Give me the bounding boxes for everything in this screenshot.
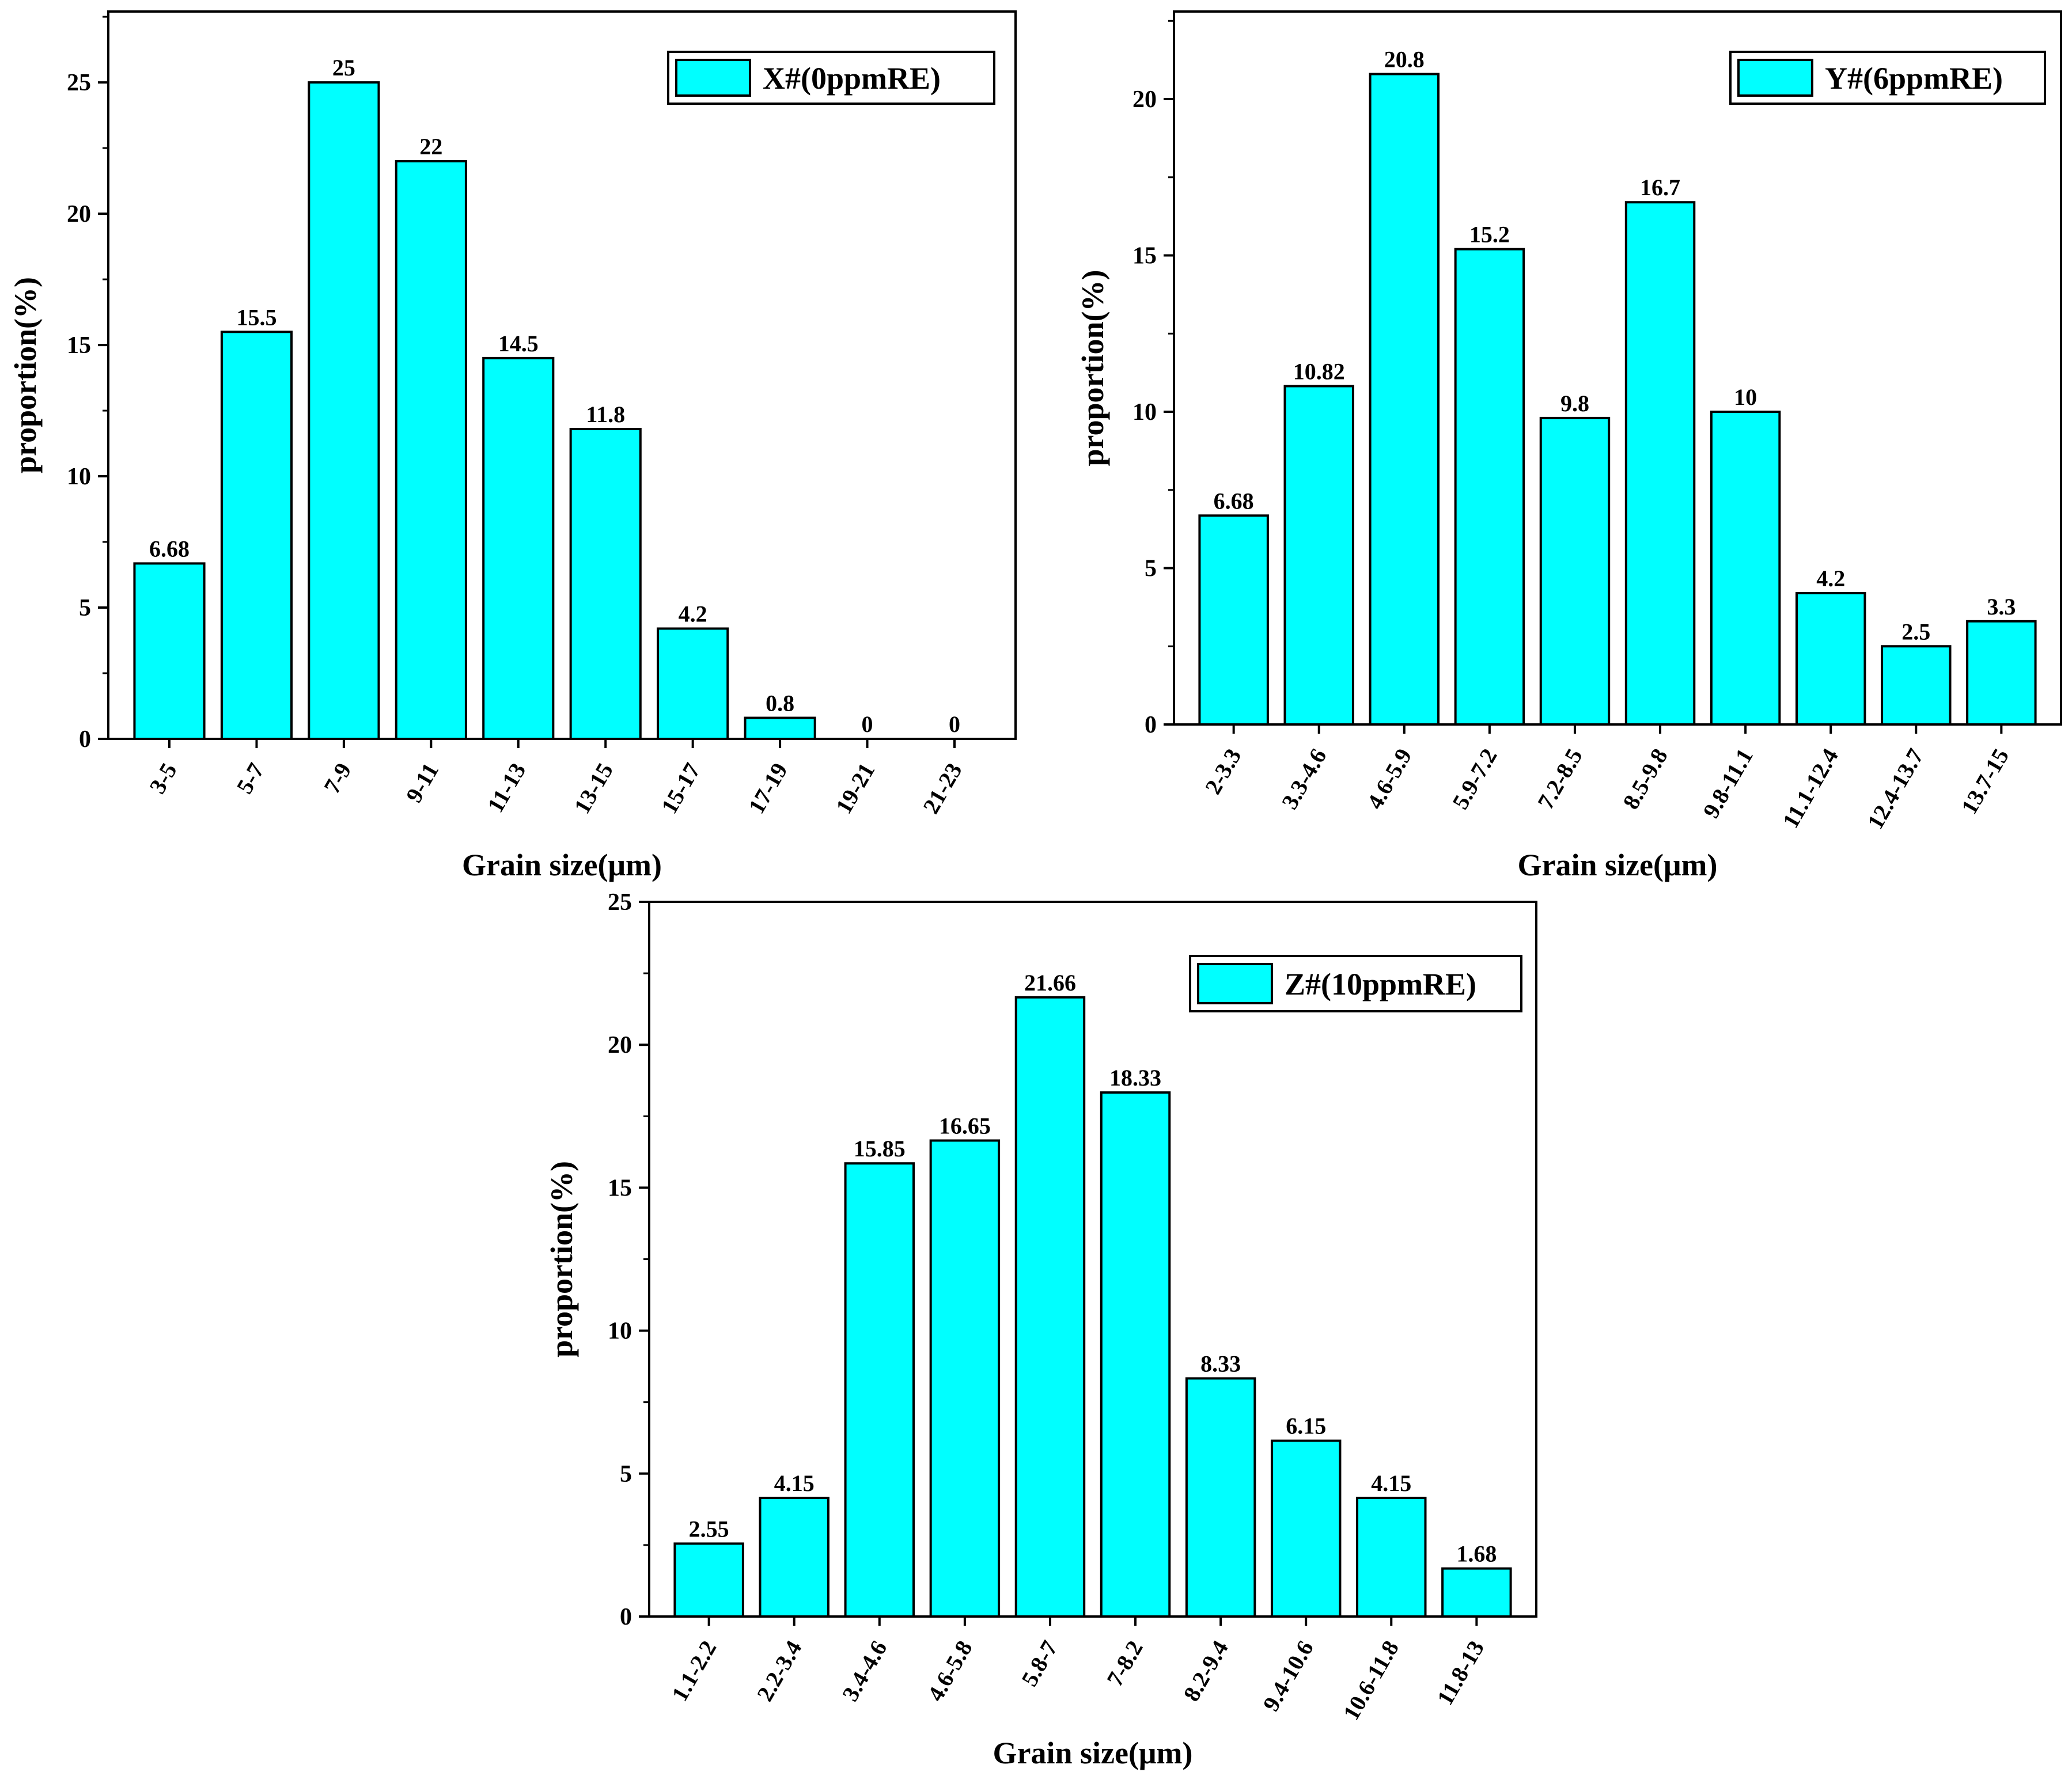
bar-value-label: 15.5 bbox=[236, 304, 276, 330]
bar-value-label: 18.33 bbox=[1109, 1065, 1161, 1091]
bar bbox=[395, 160, 467, 740]
bar-value-label: 1.68 bbox=[1456, 1541, 1497, 1567]
y-axis-title: proportion(%) bbox=[1075, 270, 1110, 466]
plot-frame bbox=[107, 10, 1017, 740]
bar bbox=[1356, 1496, 1427, 1618]
bar bbox=[308, 81, 380, 741]
bar-value-label: 10 bbox=[1734, 384, 1757, 410]
y-tick-label: 25 bbox=[67, 70, 91, 96]
y-tick-label: 20 bbox=[67, 201, 91, 227]
plot-frame bbox=[1173, 10, 2062, 726]
bar bbox=[1441, 1567, 1512, 1618]
x-axis-title: Grain size(μm) bbox=[1517, 848, 1717, 882]
bar-value-label: 21.66 bbox=[1024, 970, 1076, 996]
bar-value-label: 14.5 bbox=[498, 331, 539, 356]
bar-value-label: 0 bbox=[949, 711, 960, 737]
bar bbox=[657, 627, 729, 740]
y-tick-label: 20 bbox=[1132, 86, 1157, 113]
bar-value-label: 9.8 bbox=[1560, 390, 1589, 416]
bar-value-label: 25 bbox=[332, 55, 355, 81]
bar bbox=[759, 1496, 829, 1618]
bar-value-label: 2.5 bbox=[1901, 619, 1930, 644]
bar-value-label: 16.7 bbox=[1640, 174, 1680, 200]
y-tick-label: 10 bbox=[608, 1318, 632, 1345]
bar bbox=[220, 331, 293, 740]
bar bbox=[929, 1139, 1001, 1618]
bar bbox=[1624, 201, 1696, 726]
panel-z-chart: 05101520252.551.1-2.24.152.2-3.415.853.4… bbox=[544, 889, 1537, 1770]
x-axis-title: Grain size(μm) bbox=[462, 848, 662, 882]
bar-value-label: 6.68 bbox=[149, 536, 190, 561]
y-tick-label: 15 bbox=[67, 332, 91, 359]
y-tick-label: 20 bbox=[608, 1032, 632, 1058]
bar bbox=[1014, 996, 1086, 1618]
bar bbox=[1100, 1091, 1171, 1618]
bar-value-label: 4.15 bbox=[1371, 1470, 1411, 1496]
legend-swatch bbox=[675, 59, 751, 97]
y-tick-label: 15 bbox=[1132, 243, 1157, 270]
y-axis-title: proportion(%) bbox=[8, 277, 43, 473]
bar-value-label: 15.2 bbox=[1469, 222, 1510, 248]
y-tick-label: 25 bbox=[608, 889, 632, 916]
bar bbox=[844, 1162, 915, 1618]
bar-value-label: 0 bbox=[862, 711, 873, 737]
bar-value-label: 10.82 bbox=[1293, 358, 1345, 384]
y-tick-label: 0 bbox=[1145, 712, 1157, 738]
bar bbox=[673, 1542, 744, 1618]
y-tick-label: 0 bbox=[620, 1604, 632, 1630]
bar bbox=[1198, 514, 1269, 726]
legend-label: X#(0ppmRE) bbox=[763, 61, 941, 96]
y-axis-title: proportion(%) bbox=[544, 1161, 579, 1357]
y-tick-label: 5 bbox=[1145, 556, 1157, 582]
y-tick-label: 0 bbox=[79, 726, 91, 753]
legend-label: Y#(6ppmRE) bbox=[1825, 61, 2003, 96]
y-tick-label: 10 bbox=[67, 464, 91, 490]
y-tick-label: 5 bbox=[79, 595, 91, 621]
legend-label: Z#(10ppmRE) bbox=[1285, 967, 1476, 1001]
y-tick-label: 5 bbox=[620, 1461, 632, 1488]
legend-swatch bbox=[1197, 963, 1273, 1004]
bar-value-label: 11.8 bbox=[586, 401, 625, 427]
y-tick-label: 10 bbox=[1132, 399, 1157, 426]
bar-value-label: 8.33 bbox=[1200, 1350, 1241, 1376]
bar bbox=[1710, 411, 1781, 726]
x-axis-title: Grain size(μm) bbox=[993, 1736, 1192, 1770]
bar bbox=[482, 356, 555, 740]
bar-value-label: 20.8 bbox=[1384, 47, 1425, 73]
bar-value-label: 2.55 bbox=[689, 1516, 729, 1542]
bar bbox=[569, 427, 642, 740]
bar-value-label: 22 bbox=[419, 134, 442, 160]
panel-y-chart: 051015206.682-3.310.823.3-4.620.84.6-5.9… bbox=[1075, 10, 2062, 882]
bar-value-label: 6.68 bbox=[1214, 488, 1254, 514]
bar bbox=[1454, 248, 1525, 726]
bar bbox=[1369, 73, 1440, 726]
bar-value-label: 3.3 bbox=[1987, 594, 2016, 620]
bar-value-label: 6.15 bbox=[1286, 1413, 1326, 1439]
bar bbox=[133, 562, 206, 741]
bar-value-label: 4.2 bbox=[679, 601, 707, 627]
bar-value-label: 16.65 bbox=[939, 1113, 991, 1139]
bar bbox=[1270, 1439, 1342, 1618]
bar bbox=[1539, 416, 1611, 726]
bar bbox=[744, 716, 816, 740]
bar-value-label: 0.8 bbox=[766, 690, 794, 716]
bar-value-label: 15.85 bbox=[854, 1136, 906, 1162]
legend-swatch bbox=[1737, 59, 1813, 97]
bar bbox=[1795, 591, 1866, 726]
y-tick-label: 15 bbox=[608, 1175, 632, 1201]
bar bbox=[1881, 645, 1952, 726]
bar bbox=[1283, 385, 1354, 726]
bar-value-label: 4.2 bbox=[1816, 566, 1845, 591]
bar bbox=[1966, 620, 2037, 726]
bar bbox=[1185, 1377, 1256, 1618]
bar-value-label: 4.15 bbox=[774, 1470, 815, 1496]
